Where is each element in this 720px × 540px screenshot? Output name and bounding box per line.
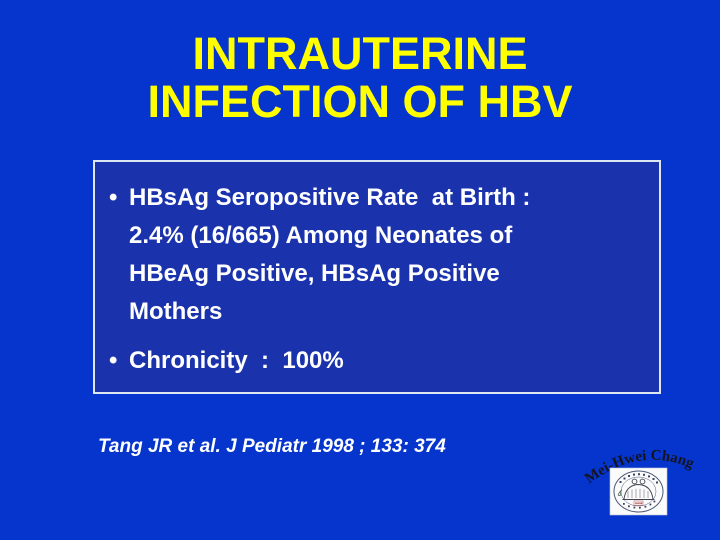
content-box: • HBsAg Seropositive Rate at Birth : 2.4… [93, 160, 661, 394]
bullet-text: Chronicity : 100% [129, 342, 344, 380]
university-seal-icon [609, 467, 668, 516]
signature-logo: Mei-Hwei Chang [583, 438, 713, 540]
bullet-item-chronicity: • Chronicity : 100% [109, 342, 651, 380]
bullet-icon: • [109, 347, 118, 374]
bullet-line: HBeAg Positive, HBsAg Positive [129, 260, 500, 287]
citation-text: Tang JR et al. J Pediatr 1998 ; 133: 374 [98, 436, 446, 457]
signature-logo-graphic: Mei-Hwei Chang [583, 448, 697, 516]
bullet-line: HBsAg Seropositive Rate at Birth : [129, 184, 531, 211]
bullet-line: Chronicity : 100% [129, 347, 344, 374]
title-line-2: INFECTION OF HBV [147, 76, 573, 127]
bullet-line: Mothers [129, 298, 223, 325]
bullet-icon: • [109, 184, 118, 211]
page-title: INTRAUTERINE INFECTION OF HBV [0, 30, 720, 126]
title-line-1: INTRAUTERINE [192, 28, 528, 79]
bullet-text: HBsAg Seropositive Rate at Birth : 2.4% … [129, 179, 530, 331]
bullet-line: 2.4% (16/665) Among Neonates of [129, 222, 513, 249]
bullet-item-seropositive-rate: • HBsAg Seropositive Rate at Birth : 2.4… [109, 179, 651, 331]
